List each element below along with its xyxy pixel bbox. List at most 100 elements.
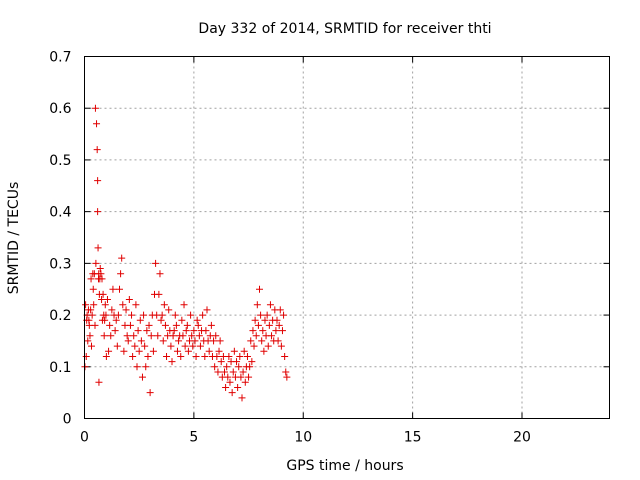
data-point	[216, 337, 224, 345]
data-point	[161, 321, 169, 329]
data-point	[113, 342, 121, 350]
data-point	[122, 306, 130, 314]
data-point	[261, 316, 269, 324]
data-point	[172, 321, 180, 329]
data-point	[108, 306, 116, 314]
data-point	[212, 332, 220, 340]
data-point	[183, 321, 191, 329]
data-point	[191, 337, 199, 345]
y-tick-label: 0.1	[49, 360, 71, 376]
data-point	[199, 311, 207, 319]
data-point	[239, 368, 247, 376]
data-point	[96, 265, 104, 273]
data-point	[102, 311, 110, 319]
data-point	[87, 306, 95, 314]
data-point	[280, 311, 288, 319]
data-point	[180, 301, 188, 309]
y-tick-label: 0.4	[49, 205, 71, 221]
data-point	[189, 342, 197, 350]
y-tick-label: 0.2	[49, 308, 71, 324]
data-point	[120, 347, 128, 355]
data-point	[202, 327, 210, 335]
data-point	[111, 327, 119, 335]
data-point	[233, 358, 241, 366]
data-point	[265, 321, 273, 329]
data-point	[175, 337, 183, 345]
x-tick-label: 0	[80, 430, 89, 446]
data-point	[182, 327, 190, 335]
data-point	[171, 311, 179, 319]
data-point	[214, 368, 222, 376]
data-point	[210, 337, 218, 345]
data-point	[98, 275, 106, 283]
y-tick-label: 0.7	[49, 50, 71, 66]
data-point	[102, 352, 110, 360]
data-point	[91, 321, 99, 329]
data-point	[119, 301, 127, 309]
data-point	[230, 347, 238, 355]
data-point	[205, 347, 213, 355]
data-point	[258, 337, 266, 345]
data-point	[88, 311, 96, 319]
data-point	[103, 296, 111, 304]
data-point	[192, 352, 200, 360]
data-point	[178, 316, 186, 324]
data-point	[181, 342, 189, 350]
data-point	[131, 342, 139, 350]
data-point	[135, 347, 143, 355]
data-point	[282, 368, 290, 376]
data-point	[194, 321, 202, 329]
data-point	[118, 254, 126, 262]
data-point	[126, 321, 134, 329]
data-point	[95, 378, 103, 386]
data-point	[245, 373, 253, 381]
data-point	[93, 120, 101, 128]
data-point	[234, 383, 242, 391]
data-point	[236, 352, 244, 360]
data-point	[264, 342, 272, 350]
data-point	[207, 321, 215, 329]
data-point	[221, 368, 228, 376]
data-point	[274, 337, 282, 345]
data-point	[144, 352, 152, 360]
data-point	[142, 363, 150, 371]
data-point	[87, 275, 95, 283]
data-point	[130, 332, 138, 340]
data-point	[116, 285, 123, 293]
data-point	[254, 321, 262, 329]
data-point	[86, 332, 94, 340]
data-point	[268, 332, 276, 340]
data-point	[184, 347, 192, 355]
data-point	[137, 337, 145, 345]
data-points	[81, 104, 291, 402]
data-point	[94, 244, 102, 252]
data-point	[90, 301, 98, 309]
data-point	[179, 332, 187, 340]
data-point	[89, 285, 97, 293]
data-point	[228, 389, 236, 397]
data-point	[256, 285, 263, 293]
x-tick-label: 20	[513, 430, 531, 446]
data-point	[100, 332, 108, 340]
data-point	[132, 301, 140, 309]
y-tick-label: 0.3	[49, 256, 71, 272]
data-point	[145, 321, 153, 329]
data-point	[84, 337, 92, 345]
data-point	[93, 146, 101, 154]
data-point	[225, 352, 233, 360]
x-tick-label: 5	[189, 430, 198, 446]
data-point	[170, 327, 178, 335]
data-point	[94, 177, 102, 185]
data-point	[133, 363, 141, 371]
tick-layer: 0 5 10 15 20 0 0.1 0.2 0.3 0.4 0.5 0.6 0.7	[49, 50, 610, 446]
data-point	[272, 327, 280, 335]
data-point	[247, 337, 255, 345]
data-point	[149, 347, 157, 355]
data-point	[82, 301, 90, 309]
data-point	[246, 363, 254, 371]
data-point	[190, 327, 198, 335]
data-point	[196, 342, 204, 350]
data-point	[215, 347, 223, 355]
data-point	[259, 327, 267, 335]
data-point	[136, 316, 144, 324]
